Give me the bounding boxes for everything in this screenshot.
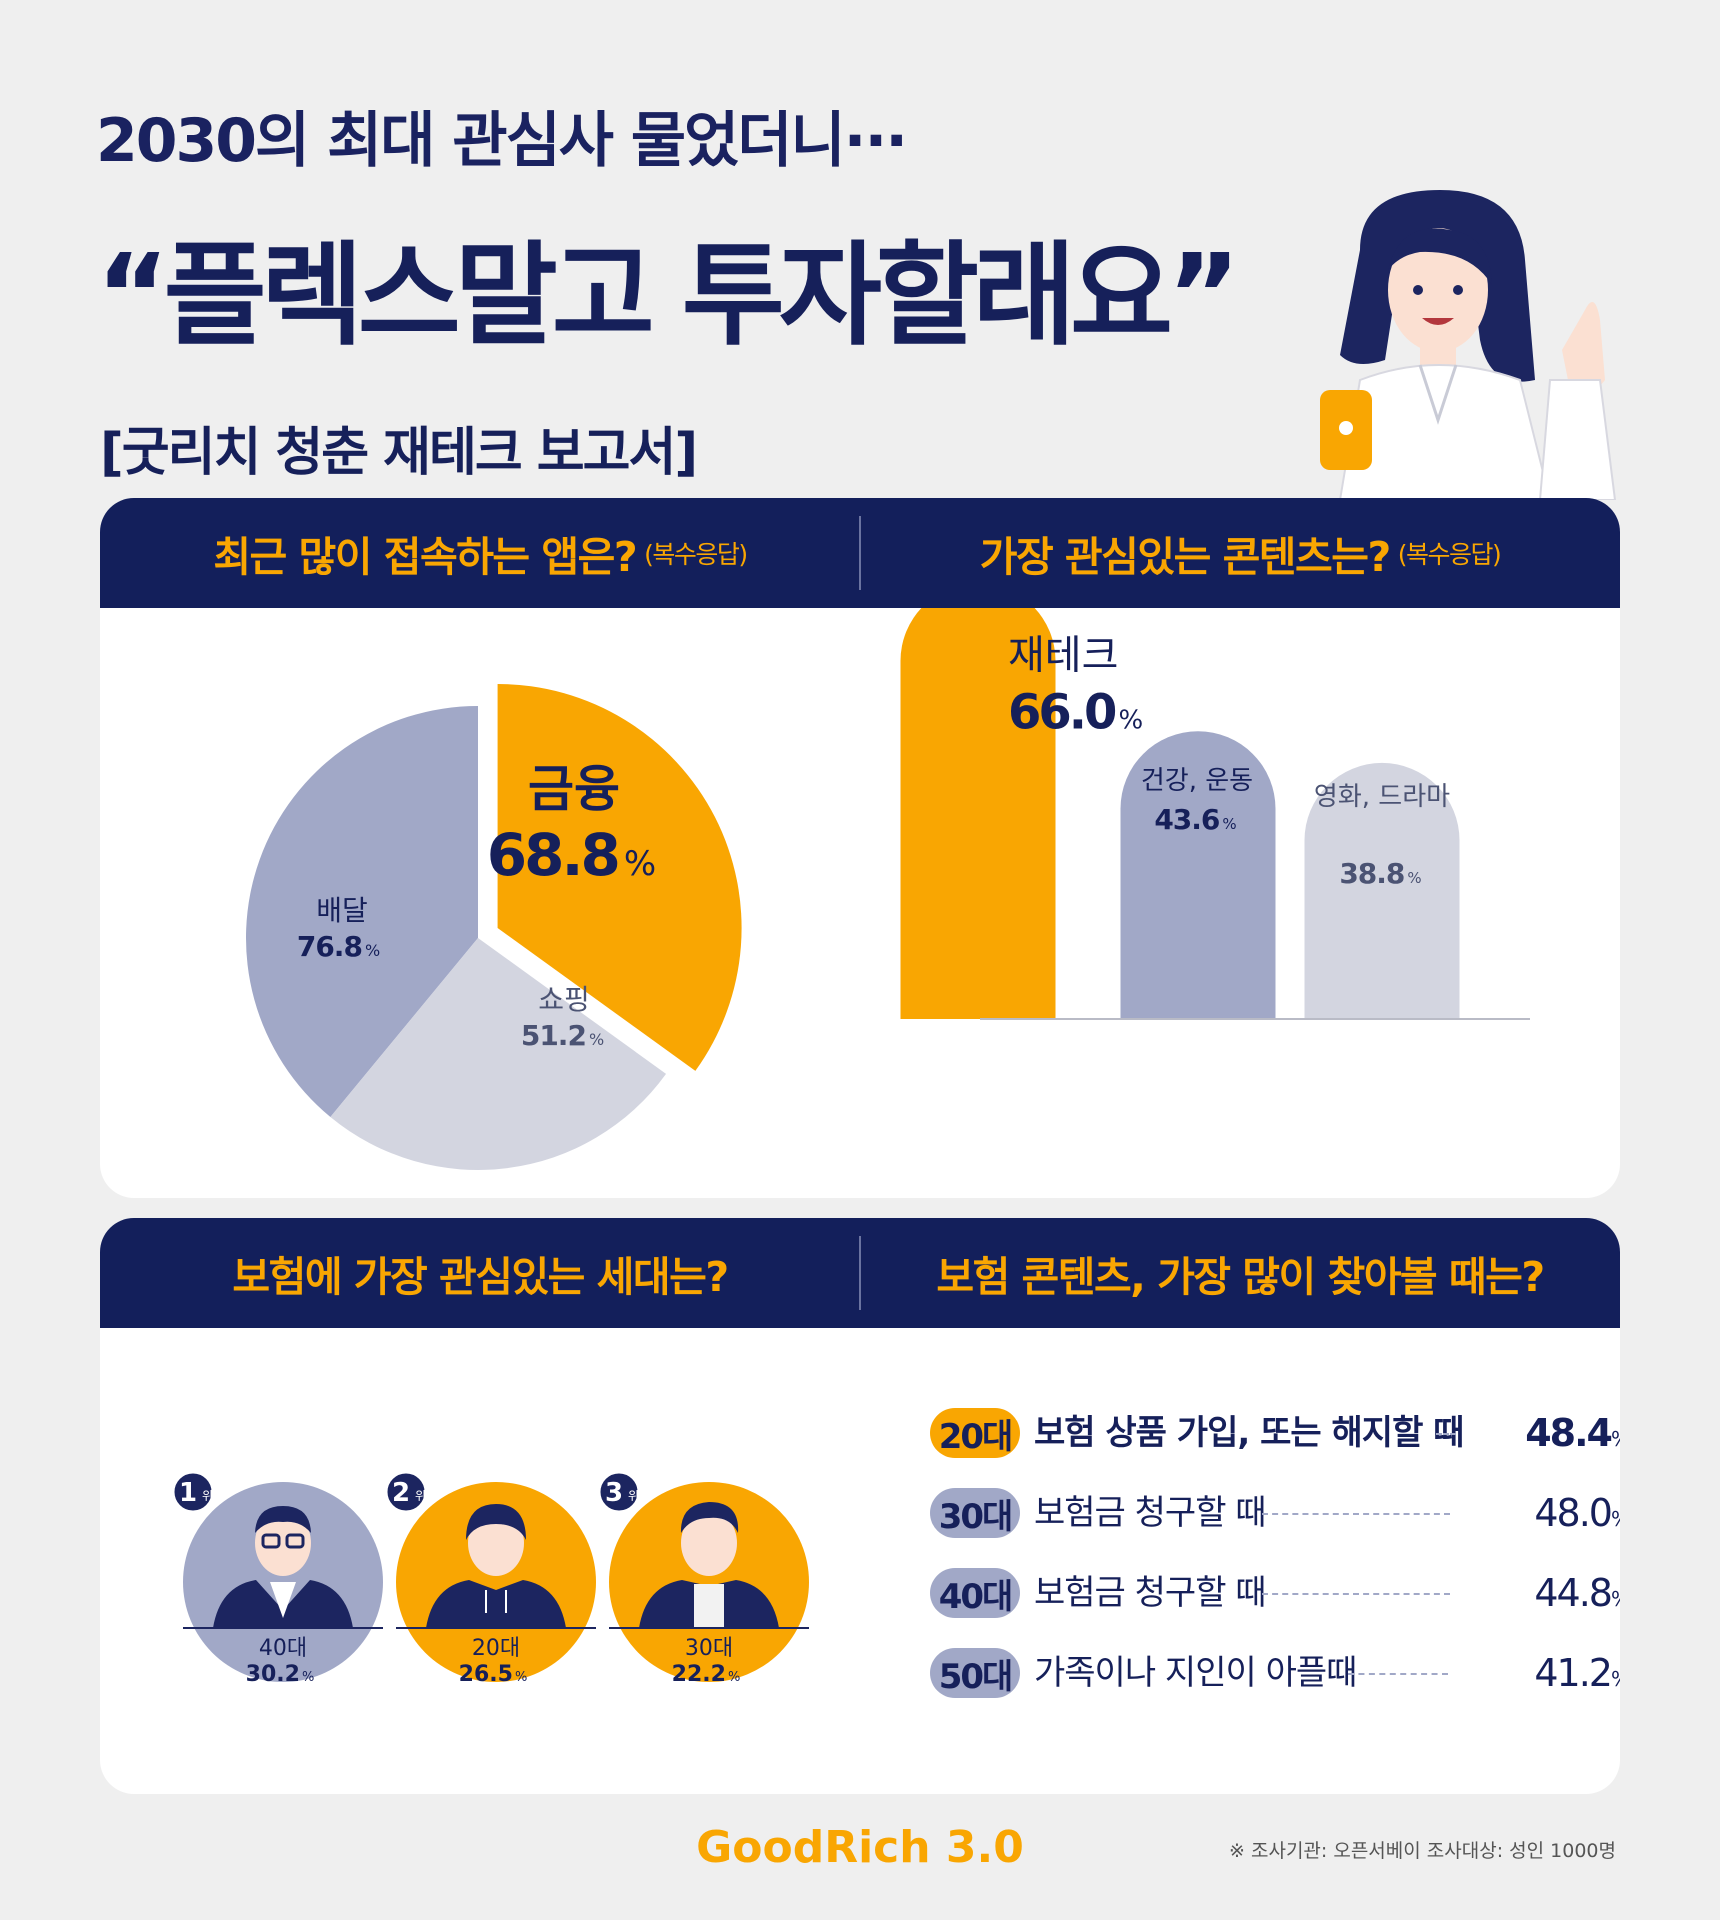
card-insurance: 보험에 가장 관심있는 세대는? 보험 콘텐츠, 가장 많이 찾아볼 때는? 1… (100, 1218, 1620, 1794)
list-item: 30대 보험금 청구할 때 48.0% (930, 1488, 1620, 1548)
row-value: 48.4% (1525, 1411, 1620, 1455)
rank-age-1: 40대 (259, 1636, 307, 1661)
pie-value-delivery: 76.8% (297, 930, 380, 963)
rank-age-2: 20대 (472, 1636, 520, 1661)
pie-slice-finance (497, 683, 742, 1071)
generation-rank-1: 1 위 40대 30.2% (171, 1470, 383, 1687)
brand-logo: GoodRich 3.0 (696, 1822, 1024, 1873)
pie-value-shopping: 51.2% (521, 1019, 604, 1052)
bar-label-health: 건강, 운동 (1141, 766, 1253, 796)
rank-number-2: 2 (392, 1478, 410, 1508)
age-badge: 50대 (930, 1648, 1020, 1698)
row-value: 41.2% (1534, 1651, 1620, 1695)
subtitle: 2030의 최대 관심사 물었더니··· (96, 106, 908, 176)
pie-value-finance: 68.8% (487, 821, 655, 889)
section-header-top: 최근 많이 접속하는 앱은? (복수응답) 가장 관심있는 콘텐츠는? (복수응답) (100, 498, 1620, 608)
header-divider (859, 1236, 861, 1310)
rank-value-2: 26.5% (459, 1662, 528, 1687)
list-item: 40대 보험금 청구할 때 44.8% (930, 1568, 1620, 1628)
report-label: [굿리치 청춘 재테크 보고서] (100, 423, 698, 483)
apps-pie-chart: 금융 68.8% 배달 76.8% 쇼핑 51.2% (246, 683, 742, 1170)
apps-question: 최근 많이 접속하는 앱은? (복수응답) (213, 533, 748, 581)
bar-label-finance-tech: 재테크 (1008, 632, 1118, 678)
bar-value-finance-tech: 66.0% (1008, 684, 1142, 740)
bar-finance-tech (900, 608, 1056, 1019)
insurance-question: 보험 콘텐츠, 가장 많이 찾아볼 때는? (936, 1253, 1545, 1301)
row-label: 보험 상품 가입, 또는 해지할 때 (1034, 1413, 1464, 1453)
svg-text:위: 위 (202, 1489, 213, 1503)
rank-value-3: 22.2% (672, 1662, 741, 1687)
rank-number-3: 3 (605, 1478, 623, 1508)
leader-line (1262, 1593, 1450, 1595)
main-title: “플렉스말고 투자할래요” (96, 231, 1241, 361)
insurance-ranking-list: 20대 보험 상품 가입, 또는 해지할 때 48.4% 30대 보험금 청구할… (930, 1408, 1620, 1748)
survey-source: ※ 조사기관: 오픈서베이 조사대상: 성인 1000명 (1229, 1840, 1616, 1862)
age-badge: 30대 (930, 1488, 1020, 1538)
card-apps-content: 최근 많이 접속하는 앱은? (복수응답) 가장 관심있는 콘텐츠는? (복수응답)… (100, 498, 1620, 1198)
row-value: 44.8% (1534, 1571, 1620, 1615)
row-label: 보험금 청구할 때 (1034, 1573, 1267, 1613)
row-value: 48.0% (1534, 1491, 1620, 1535)
rank-value-1: 30.2% (246, 1662, 315, 1687)
content-question: 가장 관심있는 콘텐츠는? (복수응답) (979, 533, 1502, 581)
generation-ranking: 1 위 40대 30.2% 2 위 20대 26.5% (171, 1470, 809, 1687)
generation-question: 보험에 가장 관심있는 세대는? (232, 1253, 729, 1301)
row-label: 가족이나 지인이 아플때 (1034, 1653, 1357, 1693)
pie-label-shopping: 쇼핑 (538, 983, 590, 1016)
generation-rank-3: 3 위 30대 22.2% (597, 1470, 809, 1687)
bar-label-movie: 영화, 드라마 (1314, 782, 1450, 812)
leader-line (1262, 1513, 1450, 1515)
leader-line (1348, 1673, 1448, 1675)
age-badge: 20대 (930, 1408, 1020, 1458)
pie-slice-delivery (246, 706, 478, 1117)
content-bar-chart: 재테크 66.0% 건강, 운동 43.6% 영화, 드라마 38.8% (900, 608, 1530, 1020)
pie-label-delivery: 배달 (316, 894, 368, 927)
list-item: 20대 보험 상품 가입, 또는 해지할 때 48.4% (930, 1408, 1620, 1468)
bar-health (1120, 731, 1276, 1019)
row-label: 보험금 청구할 때 (1034, 1493, 1267, 1533)
rank-age-3: 30대 (685, 1636, 733, 1661)
bar-movie (1304, 762, 1460, 1019)
svg-text:위: 위 (415, 1489, 426, 1503)
leader-line (1436, 1433, 1456, 1435)
list-item: 50대 가족이나 지인이 아플때 41.2% (930, 1648, 1620, 1708)
pie-slice-shopping (330, 938, 667, 1170)
woman-thumbs-up-illustration (1320, 190, 1617, 500)
section-header-bottom: 보험에 가장 관심있는 세대는? 보험 콘텐츠, 가장 많이 찾아볼 때는? (100, 1218, 1620, 1328)
generation-rank-2: 2 위 20대 26.5% (384, 1470, 596, 1687)
pie-label-finance: 금융 (528, 760, 620, 818)
age-badge: 40대 (930, 1568, 1020, 1618)
svg-text:위: 위 (628, 1489, 639, 1503)
bar-value-health: 43.6% (1154, 803, 1236, 836)
header-divider (859, 516, 861, 590)
bar-value-movie: 38.8% (1339, 857, 1421, 890)
rank-number-1: 1 (179, 1478, 197, 1508)
